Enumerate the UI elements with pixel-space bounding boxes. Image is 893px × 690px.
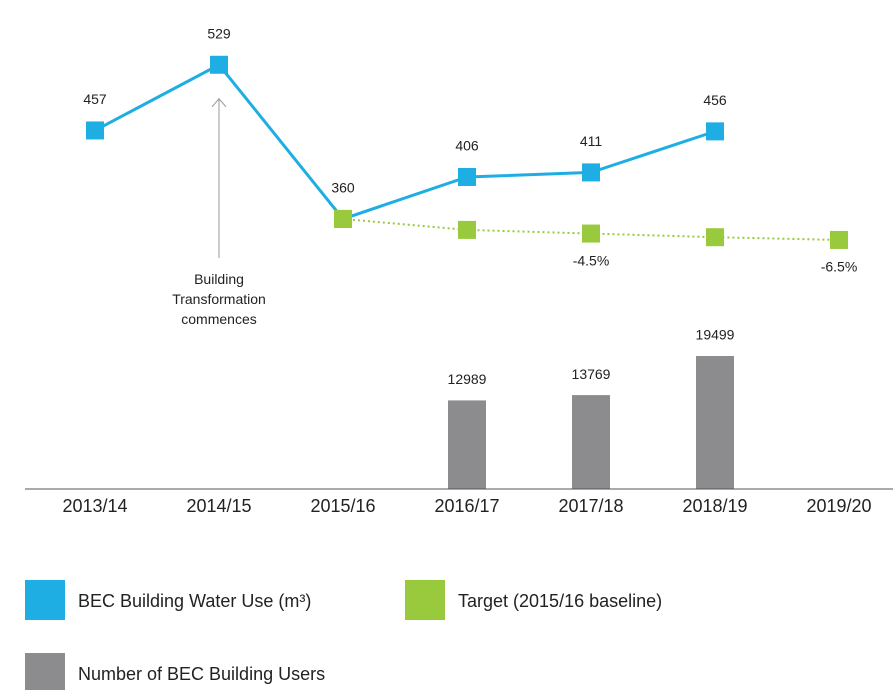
annotation: Building Transformation commences (172, 271, 266, 327)
x-tick-label: 2018/19 (682, 496, 747, 516)
legend-swatch (25, 580, 65, 620)
legend-label: BEC Building Water Use (m³) (78, 591, 311, 611)
legend-label: Number of BEC Building Users (78, 664, 325, 684)
annotation-arrowhead (211, 98, 227, 108)
legend-label: Target (2015/16 baseline) (458, 591, 662, 611)
marker (706, 228, 724, 247)
x-tick-label: 2015/16 (310, 496, 375, 516)
marker (334, 209, 352, 228)
data-label: 406 (455, 138, 479, 154)
marker (582, 224, 600, 243)
annotation: -6.5% (821, 259, 858, 275)
series-line (94, 62, 716, 221)
marker (458, 220, 476, 239)
marker (458, 167, 476, 186)
legend-swatch (25, 653, 65, 690)
marker (210, 55, 228, 74)
bar (572, 395, 610, 489)
x-tick-label: 2016/17 (434, 496, 499, 516)
x-tick-label: 2017/18 (558, 496, 623, 516)
data-label: 529 (207, 25, 231, 41)
marker (582, 163, 600, 182)
bar (696, 356, 734, 489)
x-tick-label: 2019/20 (806, 496, 871, 516)
x-tick-label: 2013/14 (62, 496, 127, 516)
marker (706, 122, 724, 141)
bar-label: 19499 (696, 327, 735, 343)
marker (86, 121, 104, 140)
bar (448, 400, 486, 489)
annotation: -4.5% (573, 252, 610, 268)
data-label: 411 (580, 133, 603, 149)
data-label: 360 (331, 180, 355, 196)
legend-swatch (405, 580, 445, 620)
bar-label: 12989 (448, 371, 487, 387)
marker (830, 230, 848, 249)
data-label: 457 (83, 91, 107, 107)
bar-label: 13769 (572, 366, 611, 382)
data-label: 456 (703, 92, 727, 108)
x-tick-label: 2014/15 (186, 496, 251, 516)
